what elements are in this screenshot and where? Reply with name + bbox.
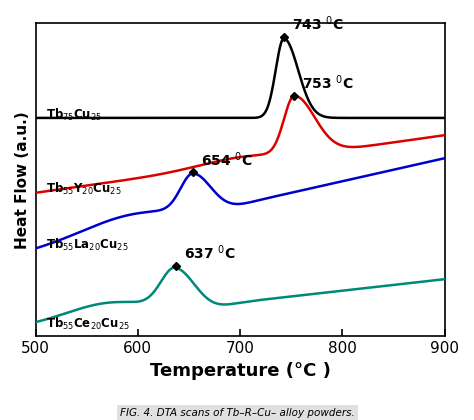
Text: 637 $^0$C: 637 $^0$C [184, 244, 236, 262]
Text: Tb$_{55}$Ce$_{20}$Cu$_{25}$: Tb$_{55}$Ce$_{20}$Cu$_{25}$ [46, 316, 129, 332]
Text: Tb$_{75}$Cu$_{25}$: Tb$_{75}$Cu$_{25}$ [46, 107, 102, 123]
X-axis label: Temperature (°C ): Temperature (°C ) [150, 362, 330, 380]
Y-axis label: Heat Flow (a.u.): Heat Flow (a.u.) [15, 111, 30, 249]
Text: FIG. 4. DTA scans of Tb–R–Cu– alloy powders.: FIG. 4. DTA scans of Tb–R–Cu– alloy powd… [119, 408, 355, 418]
Text: Tb$_{55}$La$_{20}$Cu$_{25}$: Tb$_{55}$La$_{20}$Cu$_{25}$ [46, 237, 128, 253]
Text: 654 $^0$C: 654 $^0$C [201, 150, 253, 169]
Text: Tb$_{55}$Y$_{20}$Cu$_{25}$: Tb$_{55}$Y$_{20}$Cu$_{25}$ [46, 181, 121, 197]
Text: 743 $^0$C: 743 $^0$C [292, 15, 344, 33]
Text: 753 $^0$C: 753 $^0$C [302, 73, 354, 92]
